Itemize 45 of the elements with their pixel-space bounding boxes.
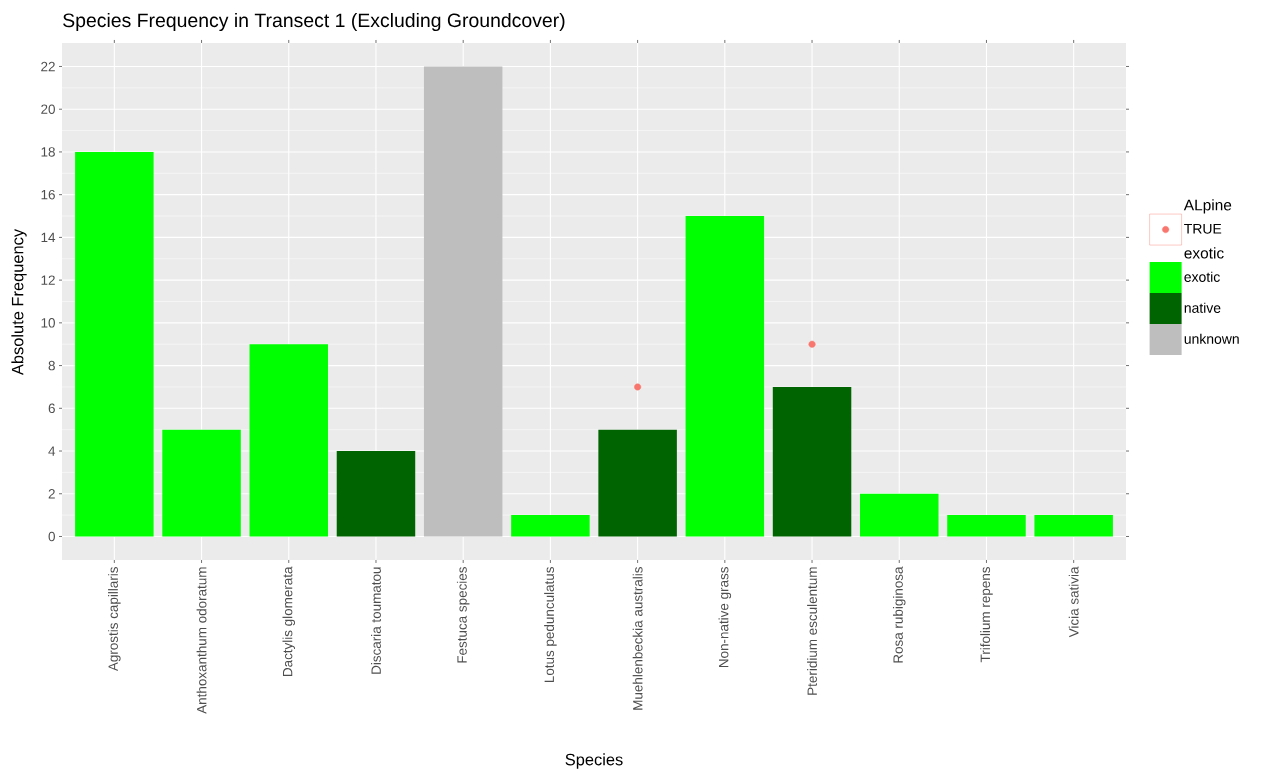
x-tick-label: Trifolium repens — [980, 567, 993, 663]
bar — [772, 386, 852, 537]
y-tick-label: 8 — [48, 360, 55, 371]
x-axis-title: Species — [565, 753, 623, 769]
legend-label: unknown — [1184, 333, 1239, 344]
bar — [511, 515, 590, 537]
x-tick-label: Lotus pedunculatus — [544, 567, 557, 683]
text: ALpine — [1183, 199, 1232, 214]
bar — [1034, 515, 1113, 537]
bar — [598, 429, 677, 537]
y-axis-title: Absolute Frequency — [11, 228, 27, 376]
x-tick-label: Non-native grass — [718, 567, 732, 668]
y-tick-label: 4 — [48, 446, 56, 456]
x-tick-label: Pteridium esculentum — [807, 567, 817, 695]
bar — [860, 493, 939, 537]
x-tick-label: Agrostis capillaris — [108, 567, 121, 672]
x-tick-label: Dactylis glomerata — [282, 566, 296, 677]
text: exotic — [1184, 247, 1224, 259]
y-tick-label: 22 — [41, 61, 55, 72]
legend-label: exotic — [1184, 271, 1220, 282]
x-tick-label: Rosa rubiginosa — [892, 566, 906, 663]
y-tick-label: 12 — [41, 275, 55, 285]
y-tick-label: 20 — [41, 104, 55, 114]
bar — [947, 515, 1026, 537]
chart-title: Species Frequency in Transect 1 (Excluding Groundcover) — [63, 12, 565, 32]
bar — [162, 429, 241, 537]
legend-label: TRUE — [1184, 224, 1222, 234]
bar — [75, 151, 154, 537]
bar — [423, 66, 503, 537]
x-tick-label: Anthoxanthum odoratum — [196, 567, 207, 714]
bar — [336, 451, 416, 537]
x-tick-label: Discaria toumatou — [371, 567, 381, 674]
bar — [249, 344, 329, 537]
x-tick-label: Vicia sativia — [1068, 566, 1079, 638]
x-tick-label: Festuca species — [456, 567, 470, 663]
y-tick-label: 6 — [48, 403, 55, 414]
bar — [685, 216, 765, 537]
legend-label: native — [1184, 302, 1221, 313]
y-tick-label: 14 — [41, 232, 56, 243]
y-tick-label: 0 — [48, 531, 55, 542]
y-tick-label: 2 — [48, 489, 55, 499]
y-tick-label: 16 — [41, 189, 55, 200]
y-tick-label: 18 — [41, 147, 55, 157]
y-tick-label: 10 — [41, 318, 55, 328]
x-tick-label: Muehlenbeckia australis — [632, 567, 643, 710]
